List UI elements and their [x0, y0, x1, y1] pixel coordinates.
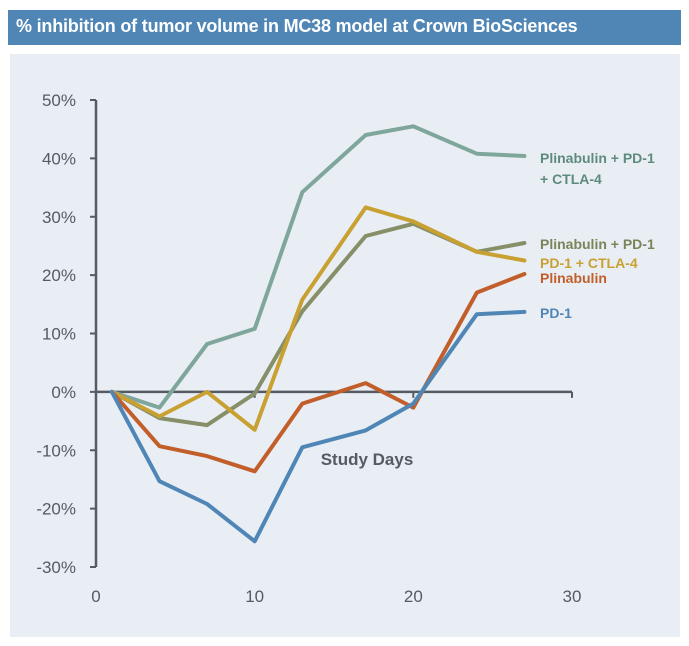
x-tick-label: 0: [91, 587, 100, 606]
y-tick-label: -20%: [36, 500, 76, 519]
series-line: [109, 309, 527, 544]
y-tick-label: 50%: [42, 91, 76, 110]
legend-label: PD-1 + CTLA-4: [540, 255, 638, 271]
legend-label: Plinabulin + PD-1: [540, 150, 655, 166]
series-line: [109, 221, 527, 428]
x-tick-label: 20: [404, 587, 423, 606]
legend-label: Plinabulin: [540, 270, 607, 286]
x-tick-label: 10: [245, 587, 264, 606]
chart-title-bar: % inhibition of tumor volume in MC38 mod…: [8, 10, 681, 45]
y-tick-label: 30%: [42, 208, 76, 227]
y-tick-label: 0%: [51, 383, 76, 402]
legend-label: PD-1: [540, 305, 572, 321]
series-line: [109, 272, 527, 474]
series-line: [109, 124, 527, 410]
y-tick-label: 20%: [42, 266, 76, 285]
x-axis-title: Study Days: [321, 450, 414, 469]
y-tick-label: 40%: [42, 149, 76, 168]
series-line: [109, 205, 527, 432]
legend-label: + CTLA-4: [540, 171, 602, 187]
x-tick-label: 30: [563, 587, 582, 606]
y-tick-label: 10%: [42, 325, 76, 344]
y-tick-label: -30%: [36, 558, 76, 577]
y-tick-label: -10%: [36, 441, 76, 460]
chart-title: % inhibition of tumor volume in MC38 mod…: [16, 16, 578, 36]
legend-label: Plinabulin + PD-1: [540, 236, 655, 252]
